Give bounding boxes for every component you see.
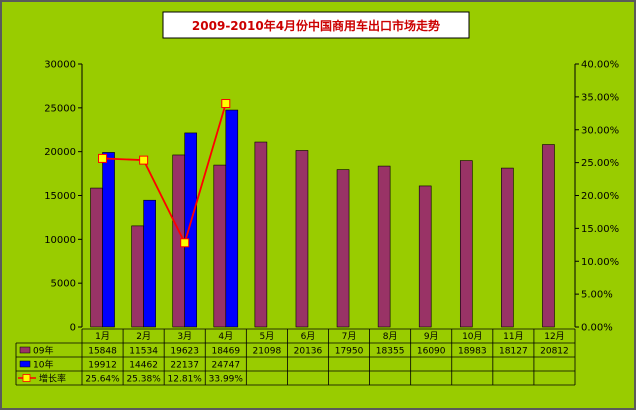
data-label: 33.99% <box>209 375 244 385</box>
point <box>98 153 108 163</box>
y-tick-label: 0 <box>70 323 76 334</box>
y-tick-label: 10000 <box>44 235 76 246</box>
chart-title-box <box>162 11 470 39</box>
data-label: 17950 <box>335 347 364 357</box>
y2-tick-label: 30.00% <box>581 125 619 136</box>
x-tick-label: 3月 <box>177 331 192 342</box>
data-label: 21098 <box>253 347 282 357</box>
bar <box>102 152 115 328</box>
y2-tick-label: 15.00% <box>581 224 619 235</box>
x-tick-label: 2月 <box>136 331 151 342</box>
data-label: 18355 <box>376 347 405 357</box>
x-tick-label: 4月 <box>218 331 233 342</box>
x-tick-label: 11月 <box>503 331 523 342</box>
y2-tick-label: 20.00% <box>581 191 619 202</box>
y-tick-label: 15000 <box>44 191 76 202</box>
legend-label: 09年 <box>33 345 53 357</box>
y2-tick-label: 5.00% <box>581 290 613 301</box>
y2-tick-label: 0.00% <box>581 323 613 334</box>
bar <box>542 144 555 328</box>
bar <box>336 169 350 328</box>
bar <box>90 187 103 328</box>
bar <box>254 141 268 328</box>
y-tick-label: 5000 <box>51 279 76 290</box>
point <box>221 99 231 109</box>
bar <box>459 160 473 328</box>
bar <box>377 165 391 328</box>
x-tick-label: 9月 <box>424 331 439 342</box>
legend-swatch <box>19 346 31 354</box>
x-tick-label: 7月 <box>342 331 357 342</box>
bar <box>213 164 227 328</box>
data-label: 19623 <box>170 347 199 357</box>
series-line <box>102 103 227 246</box>
data-label: 18127 <box>499 347 528 357</box>
point <box>139 155 149 165</box>
data-label: 18469 <box>211 347 240 357</box>
data-label: 19912 <box>88 361 117 371</box>
y2-tick-label: 25.00% <box>581 158 619 169</box>
point <box>180 238 190 248</box>
x-tick-label: 8月 <box>383 331 398 342</box>
data-label: 16090 <box>417 347 446 357</box>
data-label: 18983 <box>458 347 487 357</box>
y2-tick-label: 10.00% <box>581 257 619 268</box>
y2-tick-label: 40.00% <box>581 60 619 71</box>
plot-area: 0 5000 10000 15000 20000 25000 30000 0.00% 5.00%… <box>15 60 619 386</box>
data-label: 14462 <box>129 361 158 371</box>
x-tick-label: 12月 <box>544 331 564 342</box>
data-label: 11534 <box>129 347 158 357</box>
y-tick-label: 30000 <box>44 60 76 71</box>
chart-title: 2009-2010年4月份中国商用车出口市场走势 <box>192 18 440 33</box>
bar <box>501 167 514 328</box>
x-tick-label: 10月 <box>462 331 482 342</box>
y2-tick-label: 35.00% <box>581 92 619 103</box>
x-tick-label: 1月 <box>95 331 110 342</box>
data-label: 25.64% <box>85 375 120 385</box>
bar <box>418 185 432 328</box>
legend-swatch <box>19 360 31 368</box>
bar <box>225 109 239 328</box>
x-tick-label: 6月 <box>301 331 316 342</box>
bar <box>143 199 156 328</box>
bar <box>295 150 309 328</box>
data-label: 24747 <box>211 361 240 371</box>
x-tick-label: 5月 <box>260 331 275 342</box>
bar <box>131 225 144 328</box>
data-label: 22137 <box>170 361 199 371</box>
legend-label: 10年 <box>33 359 53 371</box>
data-label: 12.81% <box>168 375 203 385</box>
data-label: 20136 <box>294 347 323 357</box>
legend-label: 增长率 <box>39 373 66 385</box>
bar <box>184 132 198 328</box>
data-label: 25.38% <box>126 375 161 385</box>
y-tick-label: 20000 <box>44 147 76 158</box>
data-label: 20812 <box>540 347 569 357</box>
data-label: 15848 <box>88 347 117 357</box>
legend-swatch <box>22 374 31 382</box>
y-tick-label: 25000 <box>44 103 76 114</box>
